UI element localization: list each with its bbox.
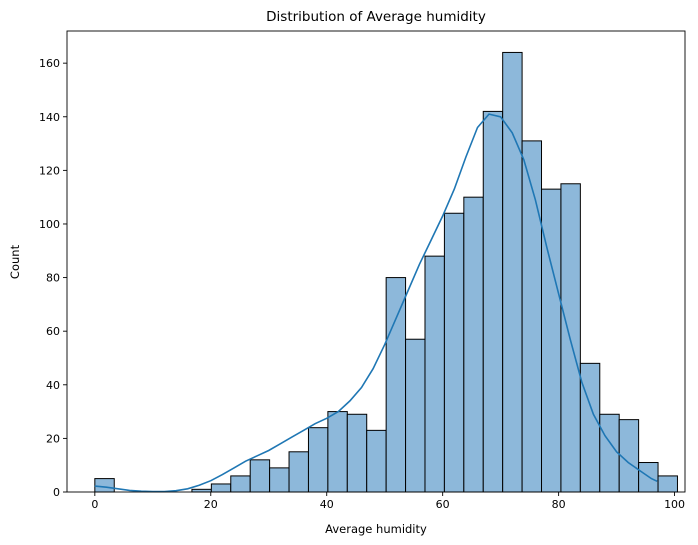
histogram-bar <box>249 459 271 493</box>
y-tick-label: 60 <box>46 325 60 338</box>
histogram-bar <box>463 196 484 493</box>
y-tick-label: 120 <box>39 164 60 177</box>
x-axis-ticks: 0 20 40 60 80 100 <box>91 492 685 511</box>
x-tick-label: 40 <box>320 498 334 511</box>
histogram-bar <box>288 451 309 493</box>
y-tick-label: 40 <box>46 379 60 392</box>
histogram-bar <box>424 255 445 493</box>
histogram-bar <box>579 362 601 493</box>
x-tick-label: 80 <box>552 498 566 511</box>
x-tick-label: 20 <box>204 498 218 511</box>
chart-title: Distribution of Average humidity <box>266 9 486 25</box>
histogram-bar <box>327 411 348 493</box>
histogram-bar <box>346 413 368 493</box>
histogram-bar <box>502 51 523 493</box>
y-tick-label: 140 <box>39 111 60 124</box>
histogram-bar <box>94 478 115 493</box>
histogram-bar <box>307 427 329 493</box>
histogram-bar <box>405 338 426 493</box>
y-tick-label: 80 <box>46 272 60 285</box>
x-axis-label: Average humidity <box>325 522 427 536</box>
y-tick-label: 20 <box>46 432 60 445</box>
histogram-bar <box>443 212 465 493</box>
y-tick-label: 160 <box>39 57 60 70</box>
histogram-bar <box>521 140 543 493</box>
y-tick-label: 100 <box>39 218 60 231</box>
histogram-bar <box>482 110 504 493</box>
y-tick-label: 0 <box>53 486 60 499</box>
histogram-bar <box>657 475 678 493</box>
histogram-bar <box>230 475 251 493</box>
histogram-bar <box>599 413 620 493</box>
bars-group <box>94 51 678 493</box>
x-tick-label: 0 <box>91 498 98 511</box>
x-tick-label: 100 <box>664 498 685 511</box>
histogram-bar <box>269 467 290 493</box>
histogram-bar <box>366 429 387 493</box>
y-axis-ticks: 0 20 40 60 80 100 120 140 160 <box>39 57 67 499</box>
kde-curve <box>94 113 658 493</box>
histogram-bar <box>385 277 407 493</box>
histogram-bar <box>210 483 232 493</box>
x-tick-label: 60 <box>436 498 450 511</box>
plot-frame <box>66 30 686 493</box>
y-axis-label: Count <box>8 244 22 279</box>
